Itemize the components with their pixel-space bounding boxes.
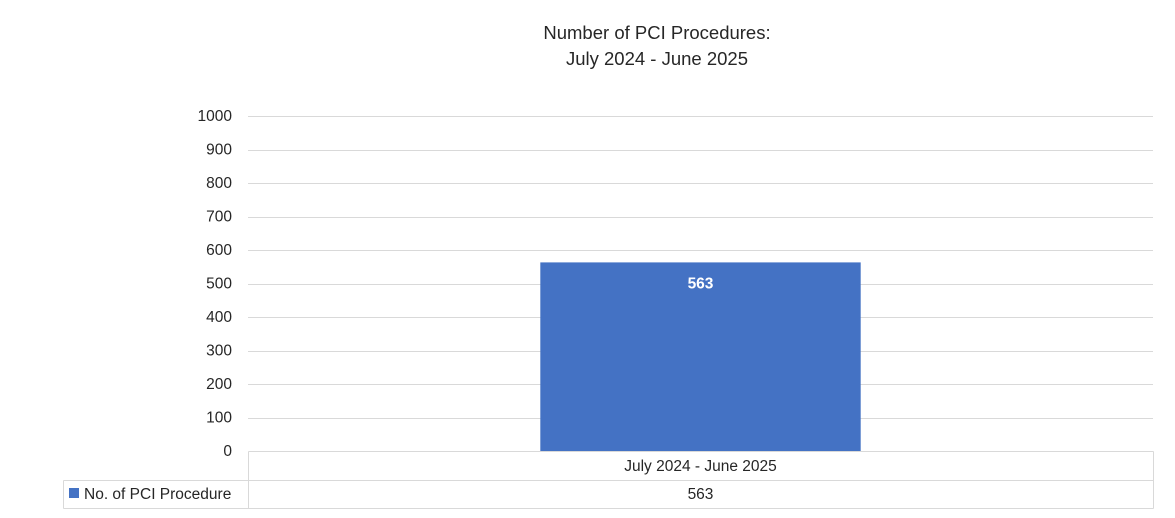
y-tick-label-700: 700 [206,209,232,226]
legend-key-swatch [69,488,79,498]
data-table: July 2024 - June 2025 No. of PCI Procedur… [63,451,1154,509]
chart-title: Number of PCI Procedures: July 2024 - Jun… [543,22,770,69]
y-tick-label-900: 900 [206,142,232,159]
bar-1 [540,262,861,451]
chart-title-line-1: Number of PCI Procedures: [543,22,770,43]
bars: 563 [540,262,861,451]
data-table-value-1: 563 [688,486,714,503]
data-table-border-rows [63,480,1154,509]
y-axis-ticks: 0 100 200 300 400 500 600 700 800 900 1000 [198,108,233,460]
y-tick-label-1000: 1000 [198,108,233,125]
y-tick-label-600: 600 [206,242,232,259]
y-tick-label-800: 800 [206,175,232,192]
chart-title-line-2: July 2024 - June 2025 [566,48,748,69]
y-tick-label-500: 500 [206,276,232,293]
y-tick-label-0: 0 [223,443,232,460]
y-tick-label-200: 200 [206,376,232,393]
data-table-row-label: No. of PCI Procedure [84,486,231,503]
bar-data-label-1: 563 [688,275,714,292]
y-tick-label-400: 400 [206,309,232,326]
y-tick-label-100: 100 [206,410,232,427]
y-tick-label-300: 300 [206,343,232,360]
x-category-label-1: July 2024 - June 2025 [624,458,777,475]
